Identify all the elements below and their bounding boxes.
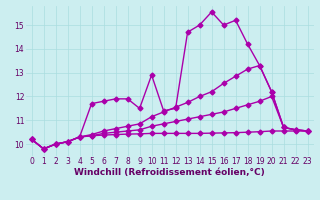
X-axis label: Windchill (Refroidissement éolien,°C): Windchill (Refroidissement éolien,°C) — [74, 168, 265, 177]
